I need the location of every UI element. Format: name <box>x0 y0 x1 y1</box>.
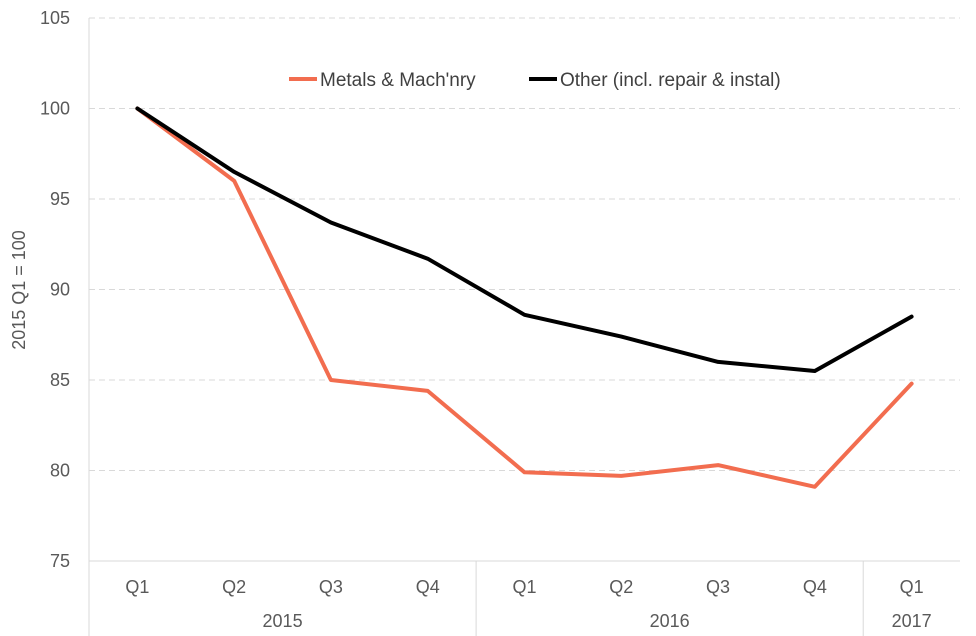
x-tick-label: Q4 <box>416 577 440 597</box>
x-tick-label: Q1 <box>125 577 149 597</box>
x-year-label: 2016 <box>650 611 690 631</box>
legend-label-other: Other (incl. repair & instal) <box>560 70 781 91</box>
y-tick-label: 85 <box>50 370 70 390</box>
x-tick-label: Q1 <box>512 577 536 597</box>
y-axis-label: 2015 Q1 = 100 <box>9 230 29 350</box>
y-tick-label: 90 <box>50 280 70 300</box>
series-lines <box>135 106 914 489</box>
x-tick-label: Q2 <box>222 577 246 597</box>
y-tick-labels: 75 80 85 90 95 100 105 <box>40 8 70 571</box>
y-tick-label: 80 <box>50 461 70 481</box>
legend: Metals & Mach'nry Other (incl. repair & … <box>289 70 781 91</box>
y-tick-label: 105 <box>40 8 70 28</box>
x-tick-label: Q2 <box>609 577 633 597</box>
gridlines <box>89 17 960 471</box>
x-tick-label: Q3 <box>319 577 343 597</box>
x-year-label: 2015 <box>263 611 303 631</box>
legend-label-metals: Metals & Mach'nry <box>320 70 476 91</box>
x-tick-label: Q1 <box>900 577 924 597</box>
x-tick-label: Q4 <box>803 577 827 597</box>
axes <box>88 18 960 636</box>
series-line-other <box>135 106 914 373</box>
x-tick-labels: 2015 2016 2017 Q1 Q2 Q3 Q4 Q1 Q2 Q3 Q4 Q1 <box>125 577 931 631</box>
y-tick-label: 100 <box>40 99 70 119</box>
y-tick-label: 95 <box>50 189 70 209</box>
x-year-label: 2017 <box>892 611 932 631</box>
series-line-metals <box>135 106 914 489</box>
x-tick-label: Q3 <box>706 577 730 597</box>
y-tick-label: 75 <box>50 551 70 571</box>
